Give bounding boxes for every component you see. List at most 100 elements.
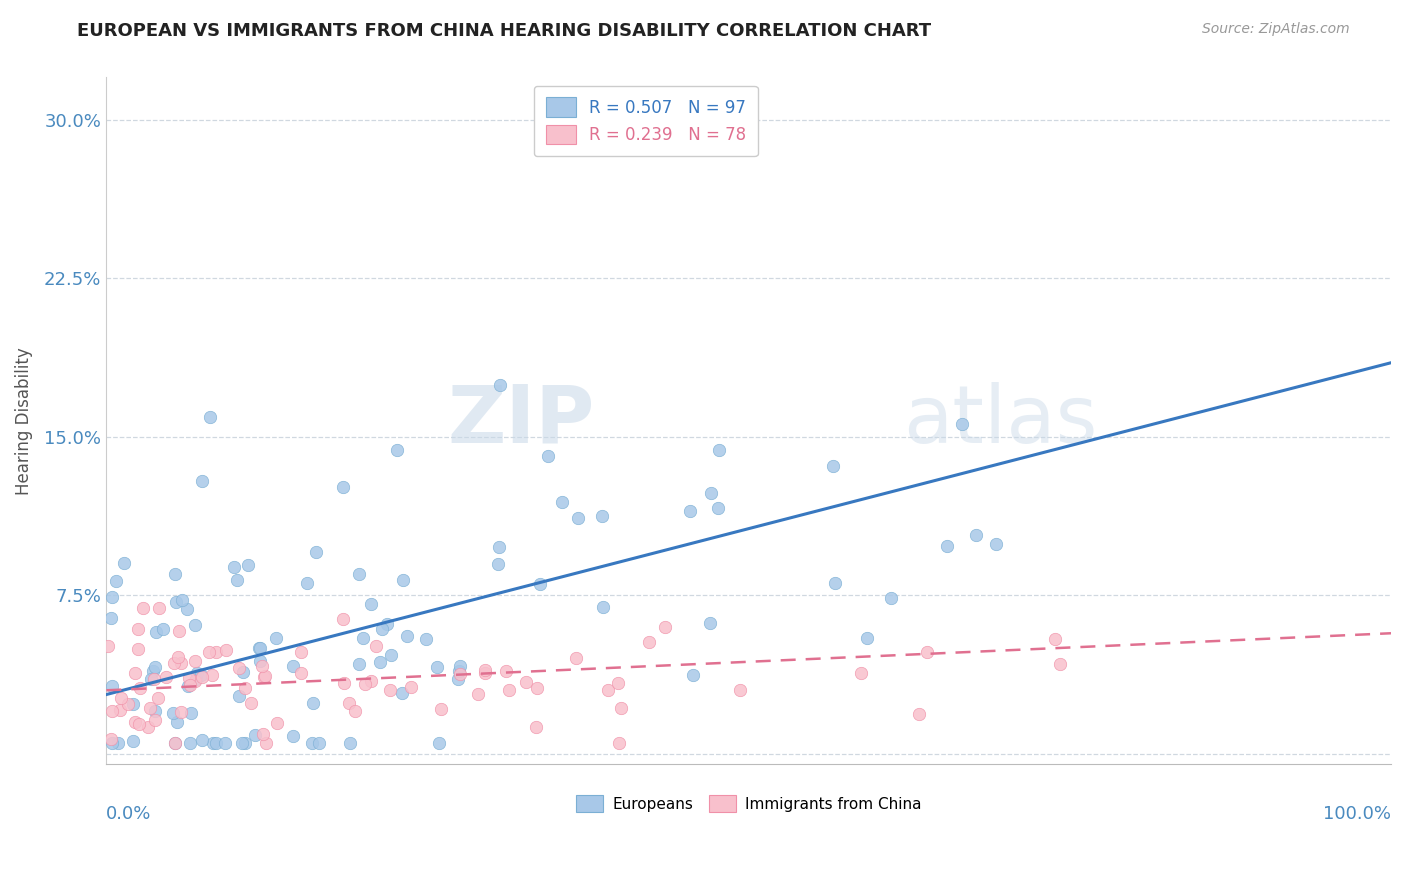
Point [201,736,224,750]
Point [139,673,162,687]
Point [936,539,959,553]
Point [232,665,254,679]
Point [488,540,510,554]
Point [179,736,201,750]
Point [333,675,356,690]
Point [190,668,212,682]
Point [281,658,304,673]
Point [515,675,537,690]
Point [856,631,879,645]
Point [447,664,470,678]
Point [162,706,184,720]
Point [387,443,409,458]
Point [253,670,276,684]
Point [592,599,614,614]
Point [880,591,903,605]
Point [243,728,266,742]
Point [214,736,236,750]
Point [366,639,388,653]
Point [215,642,238,657]
Point [124,715,146,730]
Point [146,690,169,705]
Point [1049,657,1071,671]
Point [302,697,325,711]
Point [143,714,166,728]
Point [121,734,143,748]
Point [240,696,263,710]
Point [427,736,450,750]
Point [392,573,415,587]
Point [950,417,973,431]
Point [235,681,257,695]
Point [396,629,419,643]
Point [449,659,471,673]
Point [290,645,312,659]
Point [186,665,208,680]
Point [526,681,548,695]
Point [360,598,382,612]
Point [228,661,250,675]
Point [190,475,212,489]
Point [100,679,122,693]
Point [915,645,938,659]
Point [101,591,124,605]
Point [165,594,187,608]
Point [347,566,370,581]
Point [401,680,423,694]
Point [498,683,520,698]
Point [124,665,146,680]
Point [224,560,246,574]
Point [167,624,190,638]
Point [344,704,367,718]
Point [529,576,551,591]
Y-axis label: Hearing Disability: Hearing Disability [15,347,32,495]
Point [191,732,214,747]
Text: Source: ZipAtlas.com: Source: ZipAtlas.com [1202,22,1350,37]
Point [249,654,271,668]
Point [128,681,150,696]
Point [143,660,166,674]
Point [142,672,165,686]
Point [110,691,132,706]
Point [247,641,270,656]
Point [250,659,273,673]
Point [474,665,496,680]
Point [495,665,517,679]
Point [117,697,139,711]
Point [332,480,354,494]
Point [143,704,166,718]
Point [264,631,287,645]
Point [537,449,560,463]
Point [449,667,471,681]
Point [591,508,613,523]
Point [101,704,124,718]
Point [180,706,202,720]
Point [391,686,413,700]
Point [155,671,177,685]
Point [128,716,150,731]
Point [127,642,149,657]
Point [360,673,382,688]
Point [167,650,190,665]
Point [190,670,212,684]
Point [609,701,631,715]
Point [526,720,548,734]
Text: 0.0%: 0.0% [107,805,152,823]
Point [179,671,201,685]
Point [699,615,721,630]
Point [142,664,165,678]
Point [474,663,496,677]
Point [233,736,256,750]
Point [198,644,221,658]
Point [332,612,354,626]
Point [565,650,588,665]
Point [226,573,249,587]
Point [678,504,700,518]
Point [426,660,449,674]
Point [1045,632,1067,647]
Point [170,705,193,719]
Point [100,611,122,625]
Point [347,657,370,672]
Point [172,593,194,607]
Point [824,576,846,591]
